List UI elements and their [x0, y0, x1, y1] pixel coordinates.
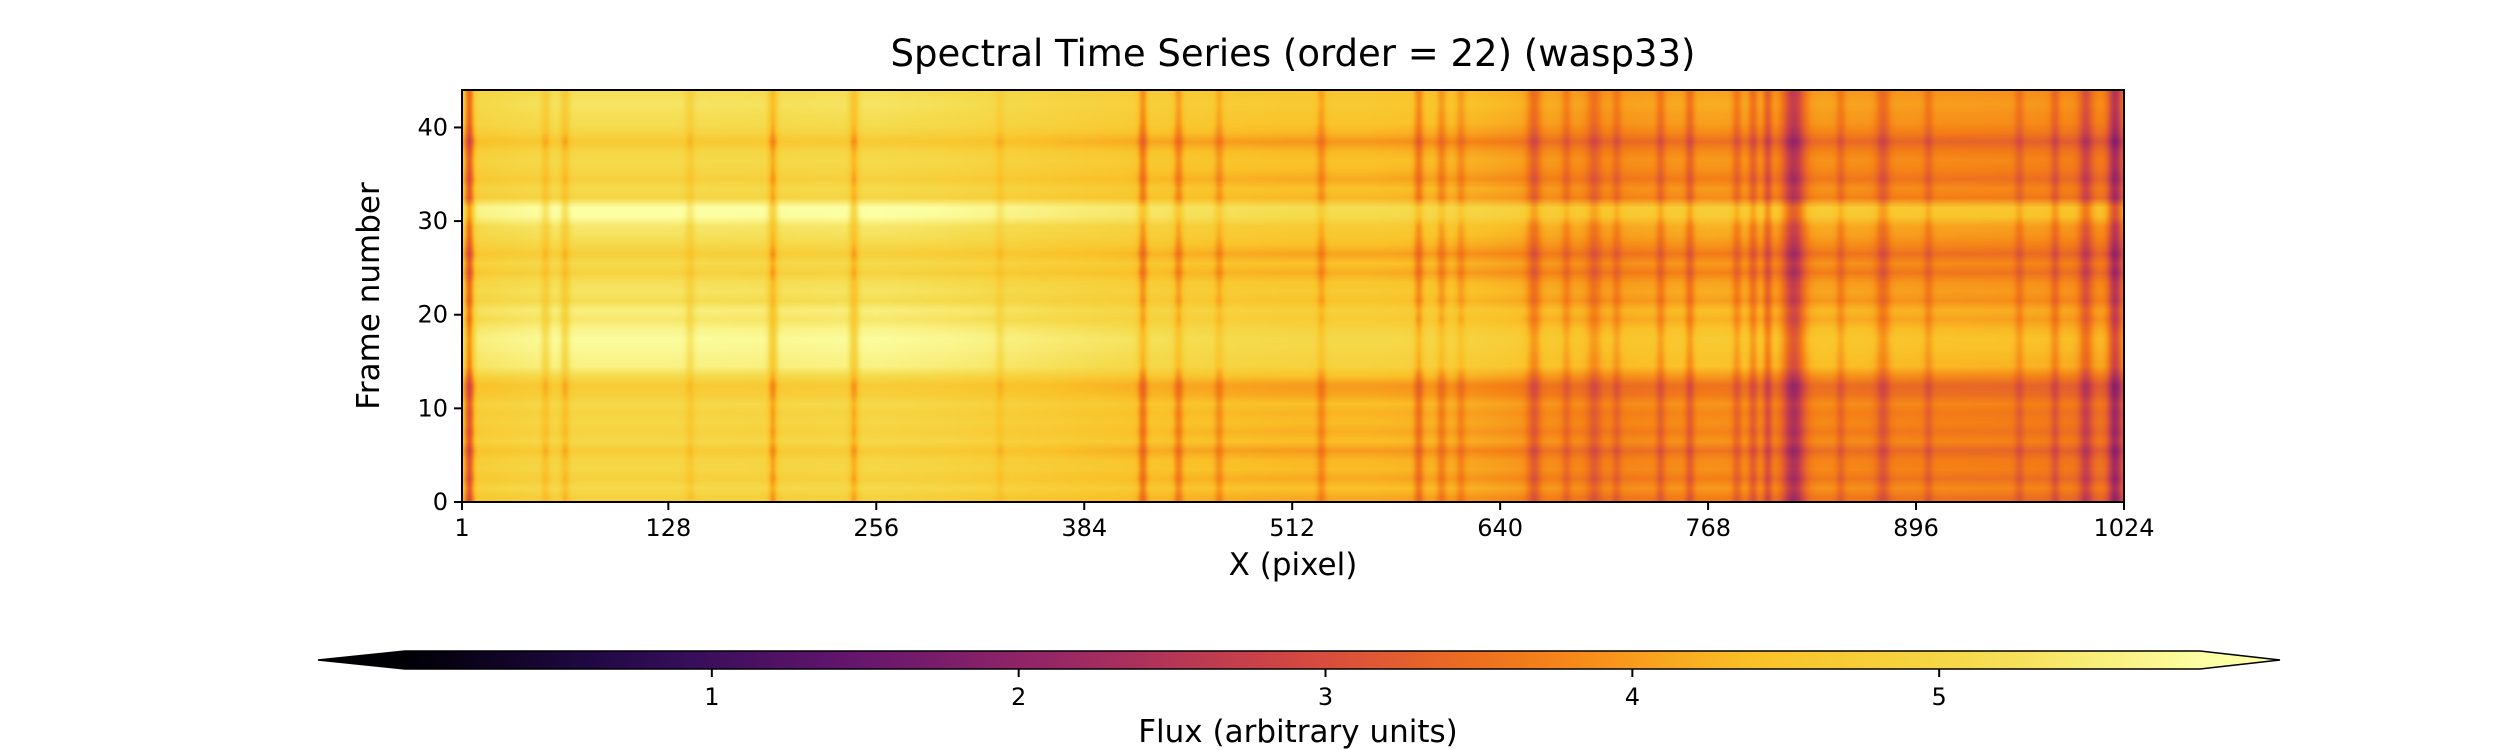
heatmap-plot-area [461, 89, 2125, 503]
x-tick-label: 128 [645, 514, 691, 542]
x-tick-label: 1 [454, 514, 469, 542]
x-tick-label: 384 [1061, 514, 1107, 542]
y-tick-label: 30 [417, 207, 448, 235]
x-tick-label: 256 [853, 514, 899, 542]
x-tick-label: 768 [1685, 514, 1731, 542]
colorbar-ticks: 1 2 3 4 5 [704, 669, 1947, 711]
heatmap-image [462, 90, 2124, 502]
colorbar-extend-high [2200, 651, 2280, 669]
x-tick-label: 1024 [2093, 514, 2154, 542]
colorbar-gradient [405, 651, 2200, 669]
colorbar-label: Flux (arbitrary units) [1138, 714, 1458, 750]
colorbar-tick-label: 1 [704, 683, 719, 711]
y-tick-label: 20 [417, 301, 448, 329]
y-tick-label: 10 [417, 394, 448, 422]
y-axis-ticks: 0 10 20 30 40 [417, 113, 462, 516]
x-axis-ticks: 1 128 256 384 512 640 768 896 1024 [454, 502, 2155, 542]
colorbar-tick-label: 3 [1318, 683, 1333, 711]
y-axis-label: Frame number [351, 182, 387, 410]
x-tick-label: 640 [1477, 514, 1523, 542]
y-tick-label: 0 [433, 488, 448, 516]
colorbar-tick-label: 4 [1625, 683, 1640, 711]
colorbar-outline [317, 650, 2281, 670]
colorbar-tick-label: 2 [1011, 683, 1026, 711]
x-axis-label: X (pixel) [1229, 547, 1358, 583]
colorbar [317, 650, 2281, 670]
colorbar-tick-label: 5 [1932, 683, 1947, 711]
y-tick-label: 40 [417, 113, 448, 141]
colorbar-extend-low [318, 651, 405, 669]
chart-title: Spectral Time Series (order = 22) (wasp3… [891, 32, 1696, 75]
x-tick-label: 512 [1269, 514, 1315, 542]
x-tick-label: 896 [1893, 514, 1939, 542]
